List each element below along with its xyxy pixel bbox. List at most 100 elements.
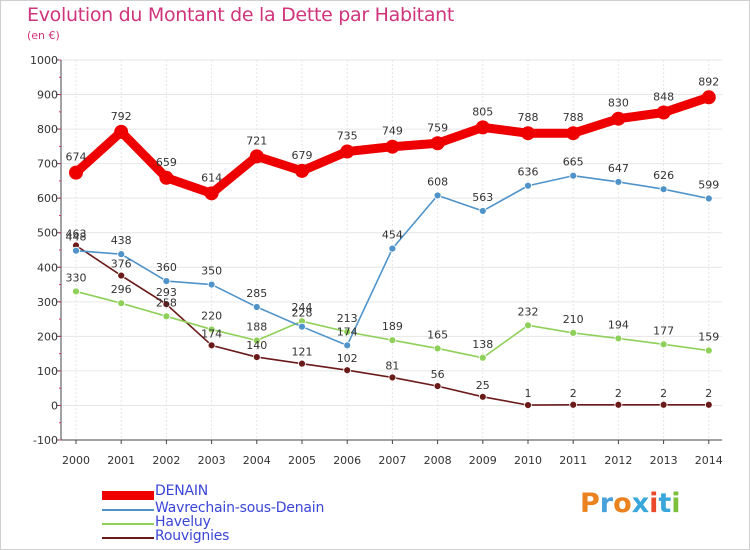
data-label-haveluy: 189 xyxy=(382,320,403,333)
data-point-wavrechain-sous-denain xyxy=(388,244,397,253)
data-label-haveluy: 194 xyxy=(608,318,629,331)
data-label-rouvignies: 121 xyxy=(292,346,313,359)
data-point-denain xyxy=(114,124,129,139)
data-point-haveluy xyxy=(388,336,397,345)
data-label-haveluy: 138 xyxy=(472,338,493,351)
data-point-haveluy xyxy=(207,325,216,334)
data-label-rouvignies: 2 xyxy=(705,387,712,400)
data-point-denain xyxy=(69,165,83,180)
data-point-haveluy xyxy=(704,346,713,355)
data-point-wavrechain-sous-denain xyxy=(433,191,442,200)
data-label-wavrechain-sous-denain: 454 xyxy=(382,229,403,242)
data-point-wavrechain-sous-denain xyxy=(252,303,261,311)
data-label-rouvignies: 102 xyxy=(337,352,358,365)
data-label-denain: 735 xyxy=(337,130,358,143)
data-point-rouvignies xyxy=(162,300,171,309)
data-point-haveluy xyxy=(524,321,532,330)
data-point-denain xyxy=(656,105,671,120)
x-tick-label: 2012 xyxy=(604,454,632,467)
data-label-wavrechain-sous-denain: 647 xyxy=(608,162,629,175)
data-label-denain: 749 xyxy=(382,125,403,138)
data-point-wavrechain-sous-denain xyxy=(343,341,352,350)
data-label-wavrechain-sous-denain: 285 xyxy=(246,287,267,300)
y-tick-label: 1000 xyxy=(30,54,58,67)
data-point-rouvignies xyxy=(478,392,487,401)
y-tick-label: 700 xyxy=(37,158,58,171)
data-label-haveluy: 220 xyxy=(201,309,222,322)
data-point-rouvignies xyxy=(614,400,623,409)
data-label-wavrechain-sous-denain: 360 xyxy=(156,261,177,274)
data-point-denain xyxy=(340,144,355,159)
y-tick-label: 200 xyxy=(37,330,58,343)
data-label-rouvignies: 293 xyxy=(156,286,177,299)
x-tick-label: 2011 xyxy=(559,454,587,467)
data-label-denain: 721 xyxy=(246,134,267,147)
data-label-rouvignies: 2 xyxy=(615,387,622,400)
data-point-wavrechain-sous-denain xyxy=(298,322,306,331)
data-label-denain: 679 xyxy=(292,149,313,162)
y-tick-label: 100 xyxy=(37,365,58,378)
data-point-denain xyxy=(204,186,219,201)
data-point-wavrechain-sous-denain xyxy=(569,171,578,180)
data-label-wavrechain-sous-denain: 608 xyxy=(427,175,448,188)
data-point-haveluy xyxy=(433,344,442,353)
data-label-wavrechain-sous-denain: 448 xyxy=(66,231,87,244)
x-tick-label: 2002 xyxy=(152,454,180,467)
data-point-rouvignies xyxy=(388,373,397,382)
x-tick-label: 2001 xyxy=(107,454,135,467)
data-point-wavrechain-sous-denain xyxy=(659,185,668,194)
data-label-rouvignies: 2 xyxy=(570,387,577,400)
legend-label-denain: DENAIN xyxy=(155,483,209,499)
logo-letter: i xyxy=(671,488,681,519)
data-point-wavrechain-sous-denain xyxy=(478,207,487,215)
data-label-denain: 788 xyxy=(518,111,539,124)
data-point-rouvignies xyxy=(298,359,306,368)
logo-letter: o xyxy=(613,488,632,519)
logo-letter: P xyxy=(580,488,600,519)
data-label-rouvignies: 81 xyxy=(385,359,399,372)
data-label-denain: 674 xyxy=(66,151,87,164)
data-point-rouvignies xyxy=(704,400,713,409)
x-tick-label: 2004 xyxy=(243,454,271,467)
data-label-haveluy: 188 xyxy=(246,321,267,334)
data-label-haveluy: 244 xyxy=(292,301,313,314)
data-label-rouvignies: 56 xyxy=(431,368,445,381)
data-point-haveluy xyxy=(659,340,668,349)
logo-letter: r xyxy=(599,488,614,519)
y-tick-label: 0 xyxy=(51,399,58,412)
data-point-haveluy xyxy=(614,334,623,343)
data-point-denain xyxy=(475,120,490,135)
y-tick-label: 800 xyxy=(37,123,58,136)
data-point-denain xyxy=(430,136,445,151)
data-point-denain xyxy=(385,139,400,154)
data-point-rouvignies xyxy=(569,400,578,409)
data-label-rouvignies: 1 xyxy=(525,387,532,400)
data-label-haveluy: 258 xyxy=(156,296,177,309)
x-tick-label: 2009 xyxy=(469,454,497,467)
x-tick-label: 2005 xyxy=(288,454,316,467)
data-label-rouvignies: 25 xyxy=(476,379,490,392)
data-point-denain xyxy=(611,111,626,126)
chart-title: Evolution du Montant de la Dette par Hab… xyxy=(27,4,455,26)
data-label-denain: 830 xyxy=(608,97,629,110)
legend-label-rouvignies: Rouvignies xyxy=(155,528,230,544)
x-tick-label: 2006 xyxy=(333,454,361,467)
logo-letter: x xyxy=(631,488,650,519)
x-tick-label: 2007 xyxy=(378,454,406,467)
data-point-rouvignies xyxy=(207,341,216,350)
data-point-wavrechain-sous-denain xyxy=(524,181,532,190)
data-label-wavrechain-sous-denain: 563 xyxy=(472,191,493,204)
data-label-denain: 848 xyxy=(653,91,674,104)
data-label-wavrechain-sous-denain: 350 xyxy=(201,265,222,278)
data-point-denain xyxy=(566,126,581,141)
data-point-wavrechain-sous-denain xyxy=(704,194,713,203)
logo-letter: t xyxy=(658,488,672,519)
data-label-wavrechain-sous-denain: 174 xyxy=(337,325,358,338)
data-label-wavrechain-sous-denain: 636 xyxy=(518,166,539,179)
data-label-denain: 659 xyxy=(156,156,177,169)
data-point-haveluy xyxy=(252,336,261,345)
data-label-haveluy: 177 xyxy=(653,324,674,337)
data-label-denain: 614 xyxy=(201,171,222,184)
data-point-denain xyxy=(295,163,309,178)
data-label-haveluy: 159 xyxy=(698,331,719,344)
